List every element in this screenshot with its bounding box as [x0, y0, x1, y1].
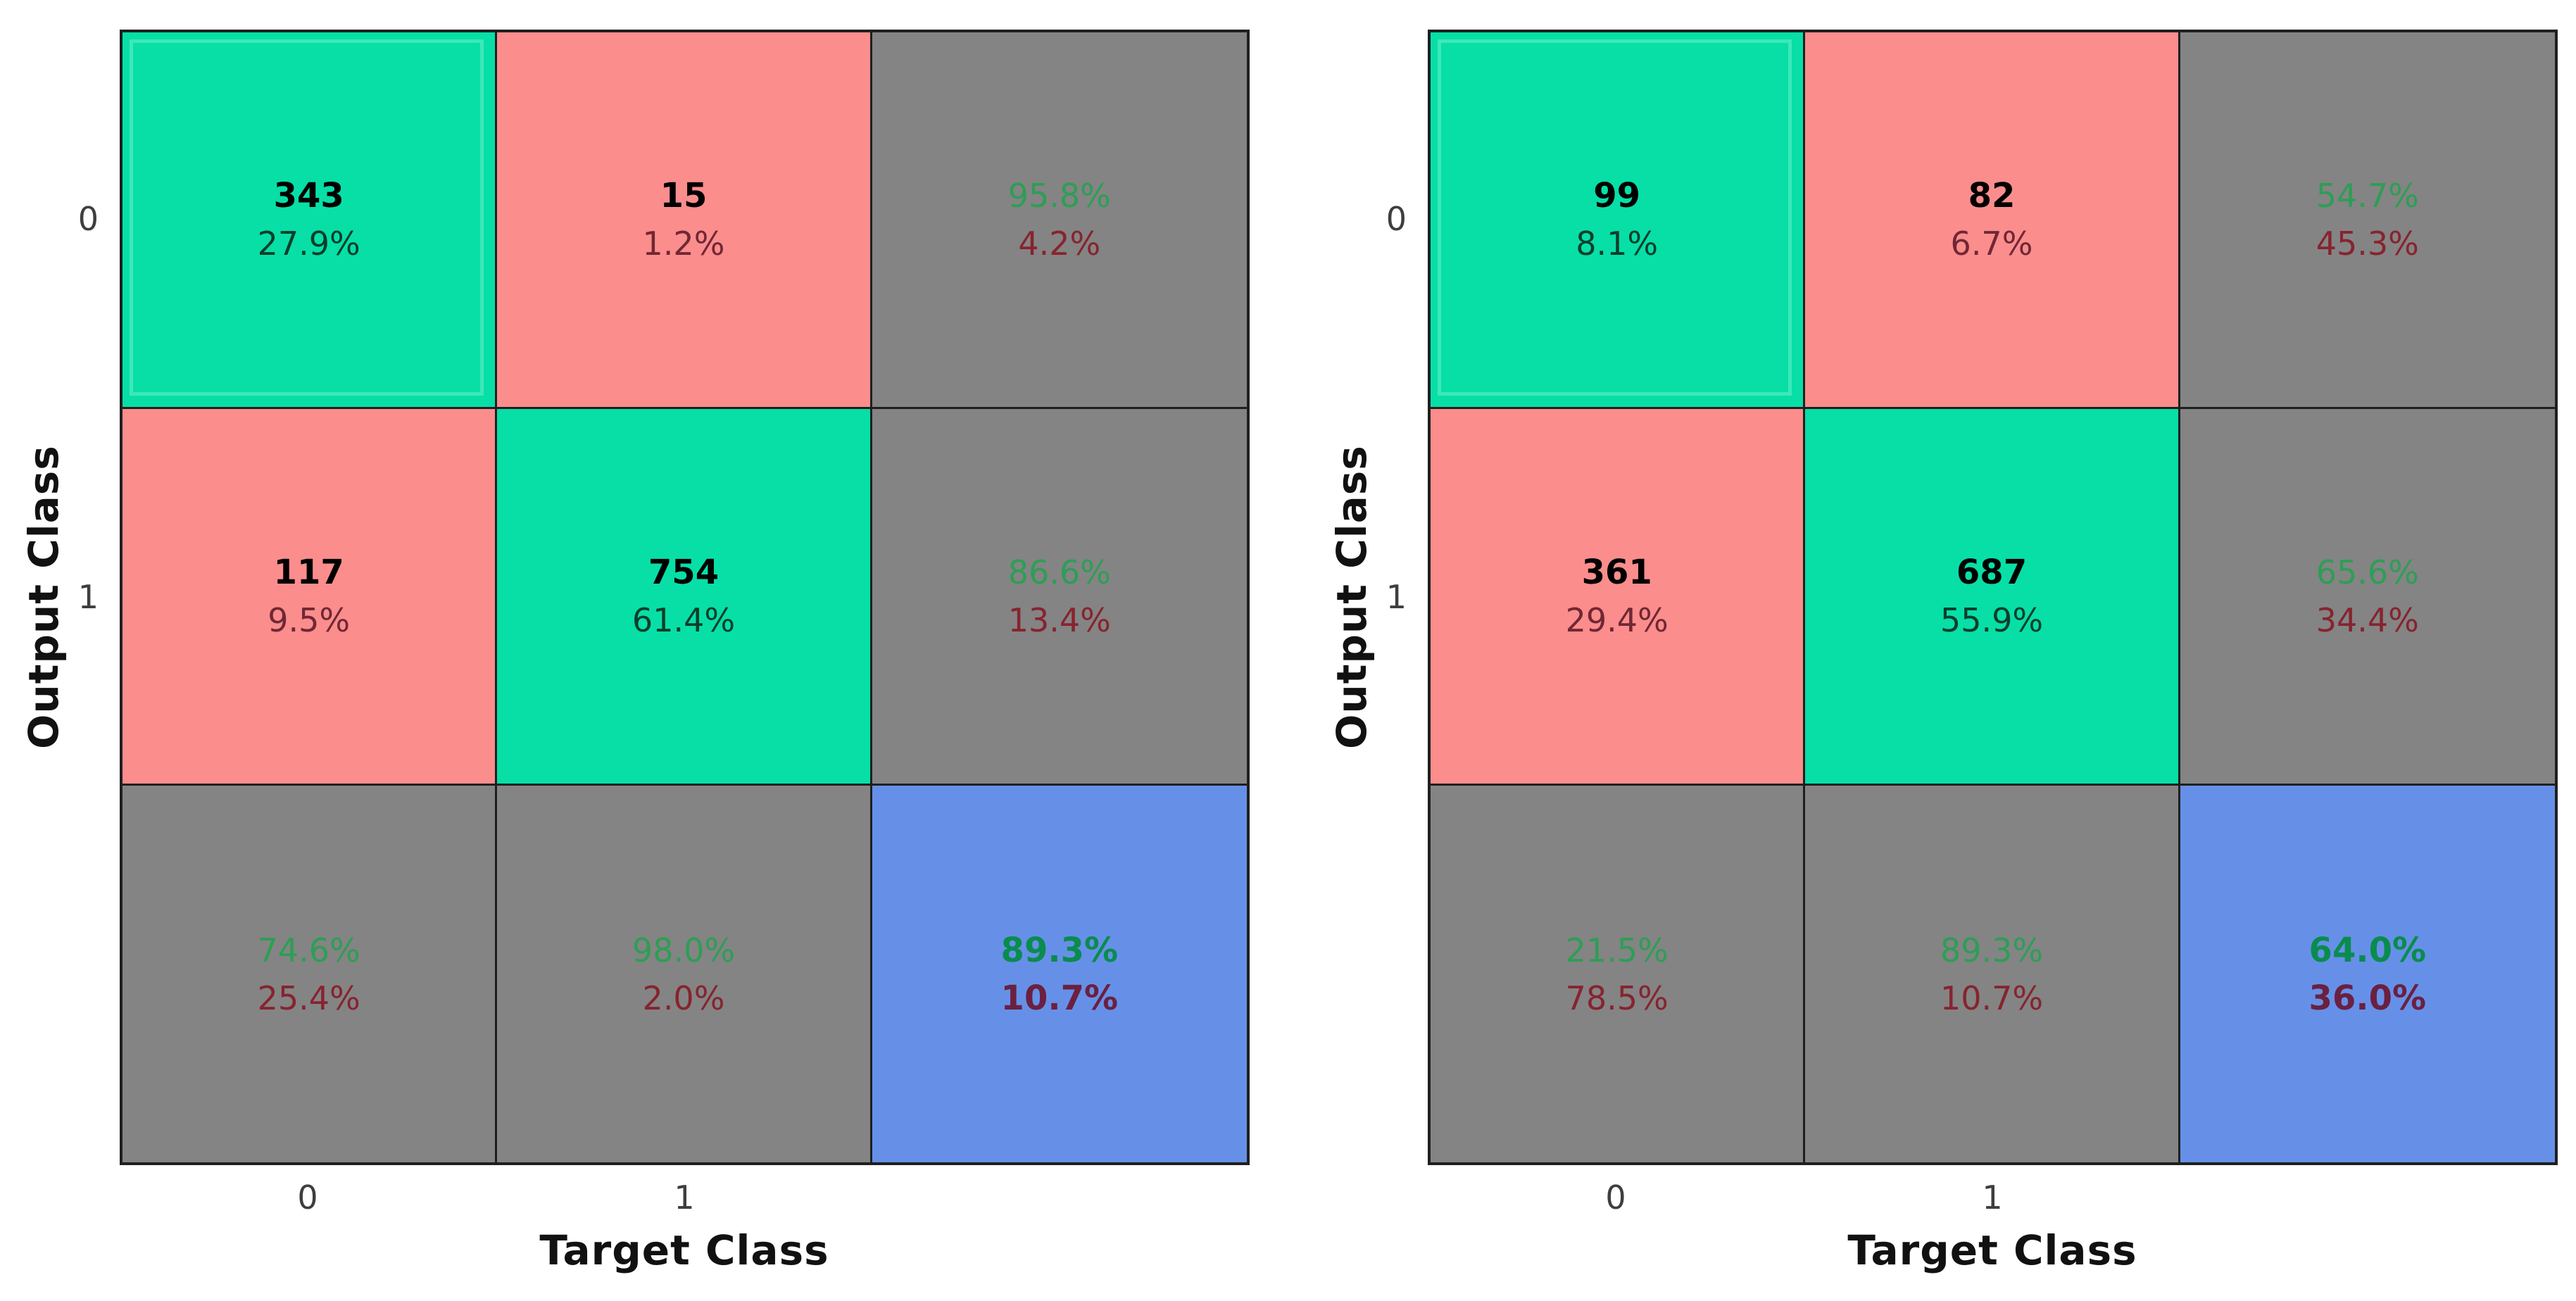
x-axis-label: Target Class	[539, 1226, 829, 1274]
pct-correct: 89.3%	[1940, 931, 2044, 969]
pct-correct: 89.3%	[1000, 930, 1119, 970]
pct-incorrect: 45.3%	[2316, 225, 2419, 263]
cell-r1c0-false-positive: 361 29.4%	[1431, 409, 1806, 786]
pct-correct: 65.6%	[2316, 553, 2419, 591]
pct-incorrect: 10.7%	[1000, 978, 1119, 1018]
cell-r0c0-true-negative: 343 27.9%	[122, 32, 498, 409]
cell-r2c1-column-summary: 98.0% 2.0%	[497, 786, 872, 1162]
cell-percent: 6.7%	[1950, 225, 2033, 263]
pct-incorrect: 34.4%	[2316, 601, 2419, 639]
matrix-grid: 343 27.9% 15 1.2% 95.8% 4.2% 117 9.5% 75…	[120, 30, 1250, 1165]
pct-incorrect: 10.7%	[1940, 979, 2044, 1017]
y-tick-0: 0	[1386, 200, 1407, 238]
cell-r0c2-row-summary: 54.7% 45.3%	[2180, 32, 2555, 409]
x-axis-label: Target Class	[1847, 1226, 2137, 1274]
pct-correct: 21.5%	[1565, 931, 1669, 969]
cell-r0c2-row-summary: 95.8% 4.2%	[872, 32, 1247, 409]
cell-percent: 55.9%	[1940, 601, 2044, 639]
cell-r2c0-column-summary: 21.5% 78.5%	[1431, 786, 1806, 1162]
cell-r2c1-column-summary: 89.3% 10.7%	[1805, 786, 2180, 1162]
cell-r1c1-true-positive: 754 61.4%	[497, 409, 872, 786]
cell-count: 99	[1593, 176, 1641, 215]
cell-count: 15	[660, 176, 708, 215]
cell-count: 343	[273, 176, 344, 215]
y-tick-1: 1	[1386, 578, 1407, 616]
pct-correct: 54.7%	[2316, 177, 2419, 215]
confusion-matrix-panel-right: Output Class 0 1 99 8.1% 82 6.7% 54.7% 4…	[1308, 0, 2576, 1301]
pct-incorrect: 78.5%	[1565, 979, 1669, 1017]
cell-r1c1-true-positive: 687 55.9%	[1805, 409, 2180, 786]
cell-count: 82	[1968, 176, 2016, 215]
cell-r0c0-true-negative: 99 8.1%	[1431, 32, 1806, 409]
x-tick-0: 0	[297, 1179, 318, 1217]
pct-correct: 74.6%	[257, 931, 360, 969]
cell-r1c0-false-positive: 117 9.5%	[122, 409, 498, 786]
cell-r1c2-row-summary: 86.6% 13.4%	[872, 409, 1247, 786]
y-tick-0: 0	[77, 200, 99, 238]
cell-r1c2-row-summary: 65.6% 34.4%	[2180, 409, 2555, 786]
pct-correct: 98.0%	[632, 931, 736, 969]
pct-incorrect: 4.2%	[1018, 225, 1101, 263]
x-tick-1: 1	[1982, 1179, 2003, 1217]
pct-correct: 86.6%	[1007, 553, 1111, 591]
cell-percent: 9.5%	[268, 601, 351, 639]
pct-incorrect: 36.0%	[2308, 978, 2427, 1018]
cell-percent: 29.4%	[1565, 601, 1669, 639]
pct-correct: 64.0%	[2308, 930, 2427, 970]
pct-incorrect: 25.4%	[257, 979, 360, 1017]
pct-incorrect: 2.0%	[642, 979, 725, 1017]
y-tick-1: 1	[77, 578, 99, 616]
cell-r0c1-false-negative: 82 6.7%	[1805, 32, 2180, 409]
x-tick-0: 0	[1605, 1179, 1626, 1217]
cell-percent: 27.9%	[257, 225, 360, 263]
confusion-matrix-panel-left: Output Class 0 1 343 27.9% 15 1.2% 95.8%…	[20, 30, 1250, 1274]
cell-count: 754	[648, 553, 720, 592]
cell-r2c2-overall-accuracy: 64.0% 36.0%	[2180, 786, 2555, 1162]
cell-percent: 1.2%	[642, 225, 725, 263]
cell-count: 361	[1581, 553, 1652, 592]
cell-count: 687	[1956, 553, 2028, 592]
cell-percent: 8.1%	[1576, 225, 1659, 263]
pct-correct: 95.8%	[1007, 177, 1111, 215]
cell-percent: 61.4%	[632, 601, 736, 639]
cell-r2c2-overall-accuracy: 89.3% 10.7%	[872, 786, 1247, 1162]
x-tick-1: 1	[674, 1179, 695, 1217]
matrix-grid: 99 8.1% 82 6.7% 54.7% 45.3% 361 29.4% 68…	[1428, 30, 2558, 1165]
cell-r0c1-false-negative: 15 1.2%	[497, 32, 872, 409]
pct-incorrect: 13.4%	[1007, 601, 1111, 639]
cell-count: 117	[273, 553, 344, 592]
cell-r2c0-column-summary: 74.6% 25.4%	[122, 786, 498, 1162]
